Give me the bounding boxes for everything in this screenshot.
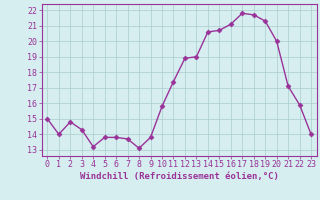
X-axis label: Windchill (Refroidissement éolien,°C): Windchill (Refroidissement éolien,°C) [80, 172, 279, 181]
